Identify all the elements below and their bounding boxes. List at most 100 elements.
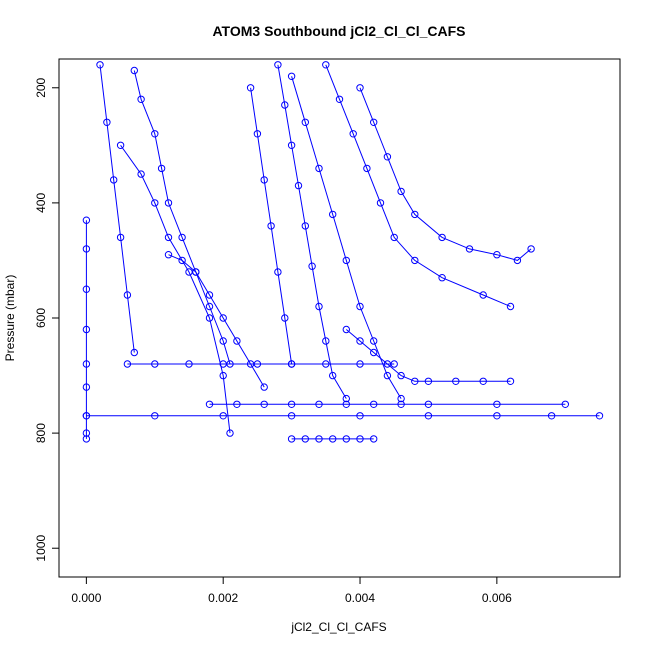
data-point [164, 199, 173, 207]
data-point [595, 412, 604, 420]
data-point [82, 435, 91, 443]
data-point [260, 383, 268, 391]
data-point [397, 394, 405, 403]
data-point [411, 210, 419, 219]
data-point [178, 233, 186, 242]
data-point [205, 291, 214, 299]
plot-data [82, 61, 604, 443]
data-point [390, 233, 398, 242]
data-point [116, 233, 125, 242]
data-point [82, 325, 91, 334]
series-line [325, 64, 511, 307]
data-point [356, 412, 364, 420]
data-point [315, 435, 323, 443]
data-point [356, 84, 364, 92]
data-point [465, 245, 474, 253]
data-point [82, 429, 91, 437]
data-point [287, 400, 296, 408]
x-axis: 0.000 0.002 0.004 0.006 [71, 576, 512, 605]
data-point [157, 164, 166, 173]
data-point [493, 400, 501, 408]
data-point [281, 314, 289, 322]
data-point [506, 302, 515, 311]
x-tick-label: 0.004 [345, 591, 375, 605]
data-point [82, 245, 91, 253]
series-line [250, 87, 293, 365]
data-point [479, 291, 487, 299]
data-point [260, 400, 268, 408]
data-point [383, 360, 392, 368]
data-point [164, 251, 173, 259]
data-point [315, 164, 323, 173]
data-point [424, 377, 433, 385]
series-line [120, 145, 231, 434]
data-point [342, 435, 350, 443]
data-point [246, 84, 255, 92]
data-point [151, 199, 159, 207]
series-2 [82, 412, 604, 420]
data-point [383, 371, 392, 380]
series-7 [274, 61, 350, 403]
data-point [205, 400, 214, 408]
data-point [370, 118, 378, 127]
data-point [356, 435, 364, 443]
data-point [294, 181, 303, 190]
data-point [260, 176, 268, 184]
data-point [192, 268, 200, 276]
data-point [287, 72, 296, 81]
data-point [226, 429, 234, 437]
data-point [151, 412, 159, 420]
data-point [335, 95, 344, 104]
chart-title: ATOM3 Southbound jCl2_Cl_Cl_CAFS [212, 23, 465, 39]
data-point [329, 210, 337, 219]
data-point [219, 412, 227, 420]
data-point [363, 164, 371, 173]
data-point [438, 233, 446, 242]
data-point [479, 377, 487, 385]
x-tick-label: 0.002 [208, 591, 238, 605]
data-point [151, 360, 159, 368]
data-point [349, 130, 357, 138]
data-point [342, 256, 350, 265]
data-point [233, 337, 241, 345]
y-axis-title: Pressure (mbar) [3, 275, 17, 362]
data-point [397, 371, 405, 380]
data-point [308, 262, 316, 270]
data-point [397, 187, 405, 196]
data-point [96, 61, 104, 69]
data-point [123, 360, 132, 368]
data-point [329, 371, 337, 380]
data-point [130, 348, 139, 357]
data-point [137, 170, 145, 178]
data-point [219, 314, 227, 322]
data-point [356, 337, 364, 345]
series-11 [342, 325, 515, 385]
data-point [205, 314, 214, 322]
data-point [151, 130, 159, 138]
series-line [291, 76, 402, 399]
data-point [356, 360, 364, 368]
data-point [253, 130, 262, 138]
data-point [123, 291, 132, 299]
data-point [164, 233, 173, 242]
series-13 [96, 61, 139, 357]
data-point [287, 360, 296, 368]
data-point [322, 360, 330, 368]
data-point [301, 118, 309, 127]
data-point [424, 412, 433, 420]
data-point [561, 400, 569, 408]
data-point [82, 216, 91, 224]
data-point [82, 360, 91, 368]
data-point [547, 412, 556, 420]
data-point [315, 302, 323, 311]
data-point [219, 337, 227, 345]
data-point [424, 400, 433, 408]
data-point [370, 348, 378, 357]
data-point [397, 400, 405, 408]
data-point [513, 256, 522, 265]
series-line [359, 87, 532, 261]
data-point [82, 285, 91, 293]
data-point [246, 360, 255, 368]
data-point [301, 435, 309, 443]
data-point [506, 377, 515, 385]
